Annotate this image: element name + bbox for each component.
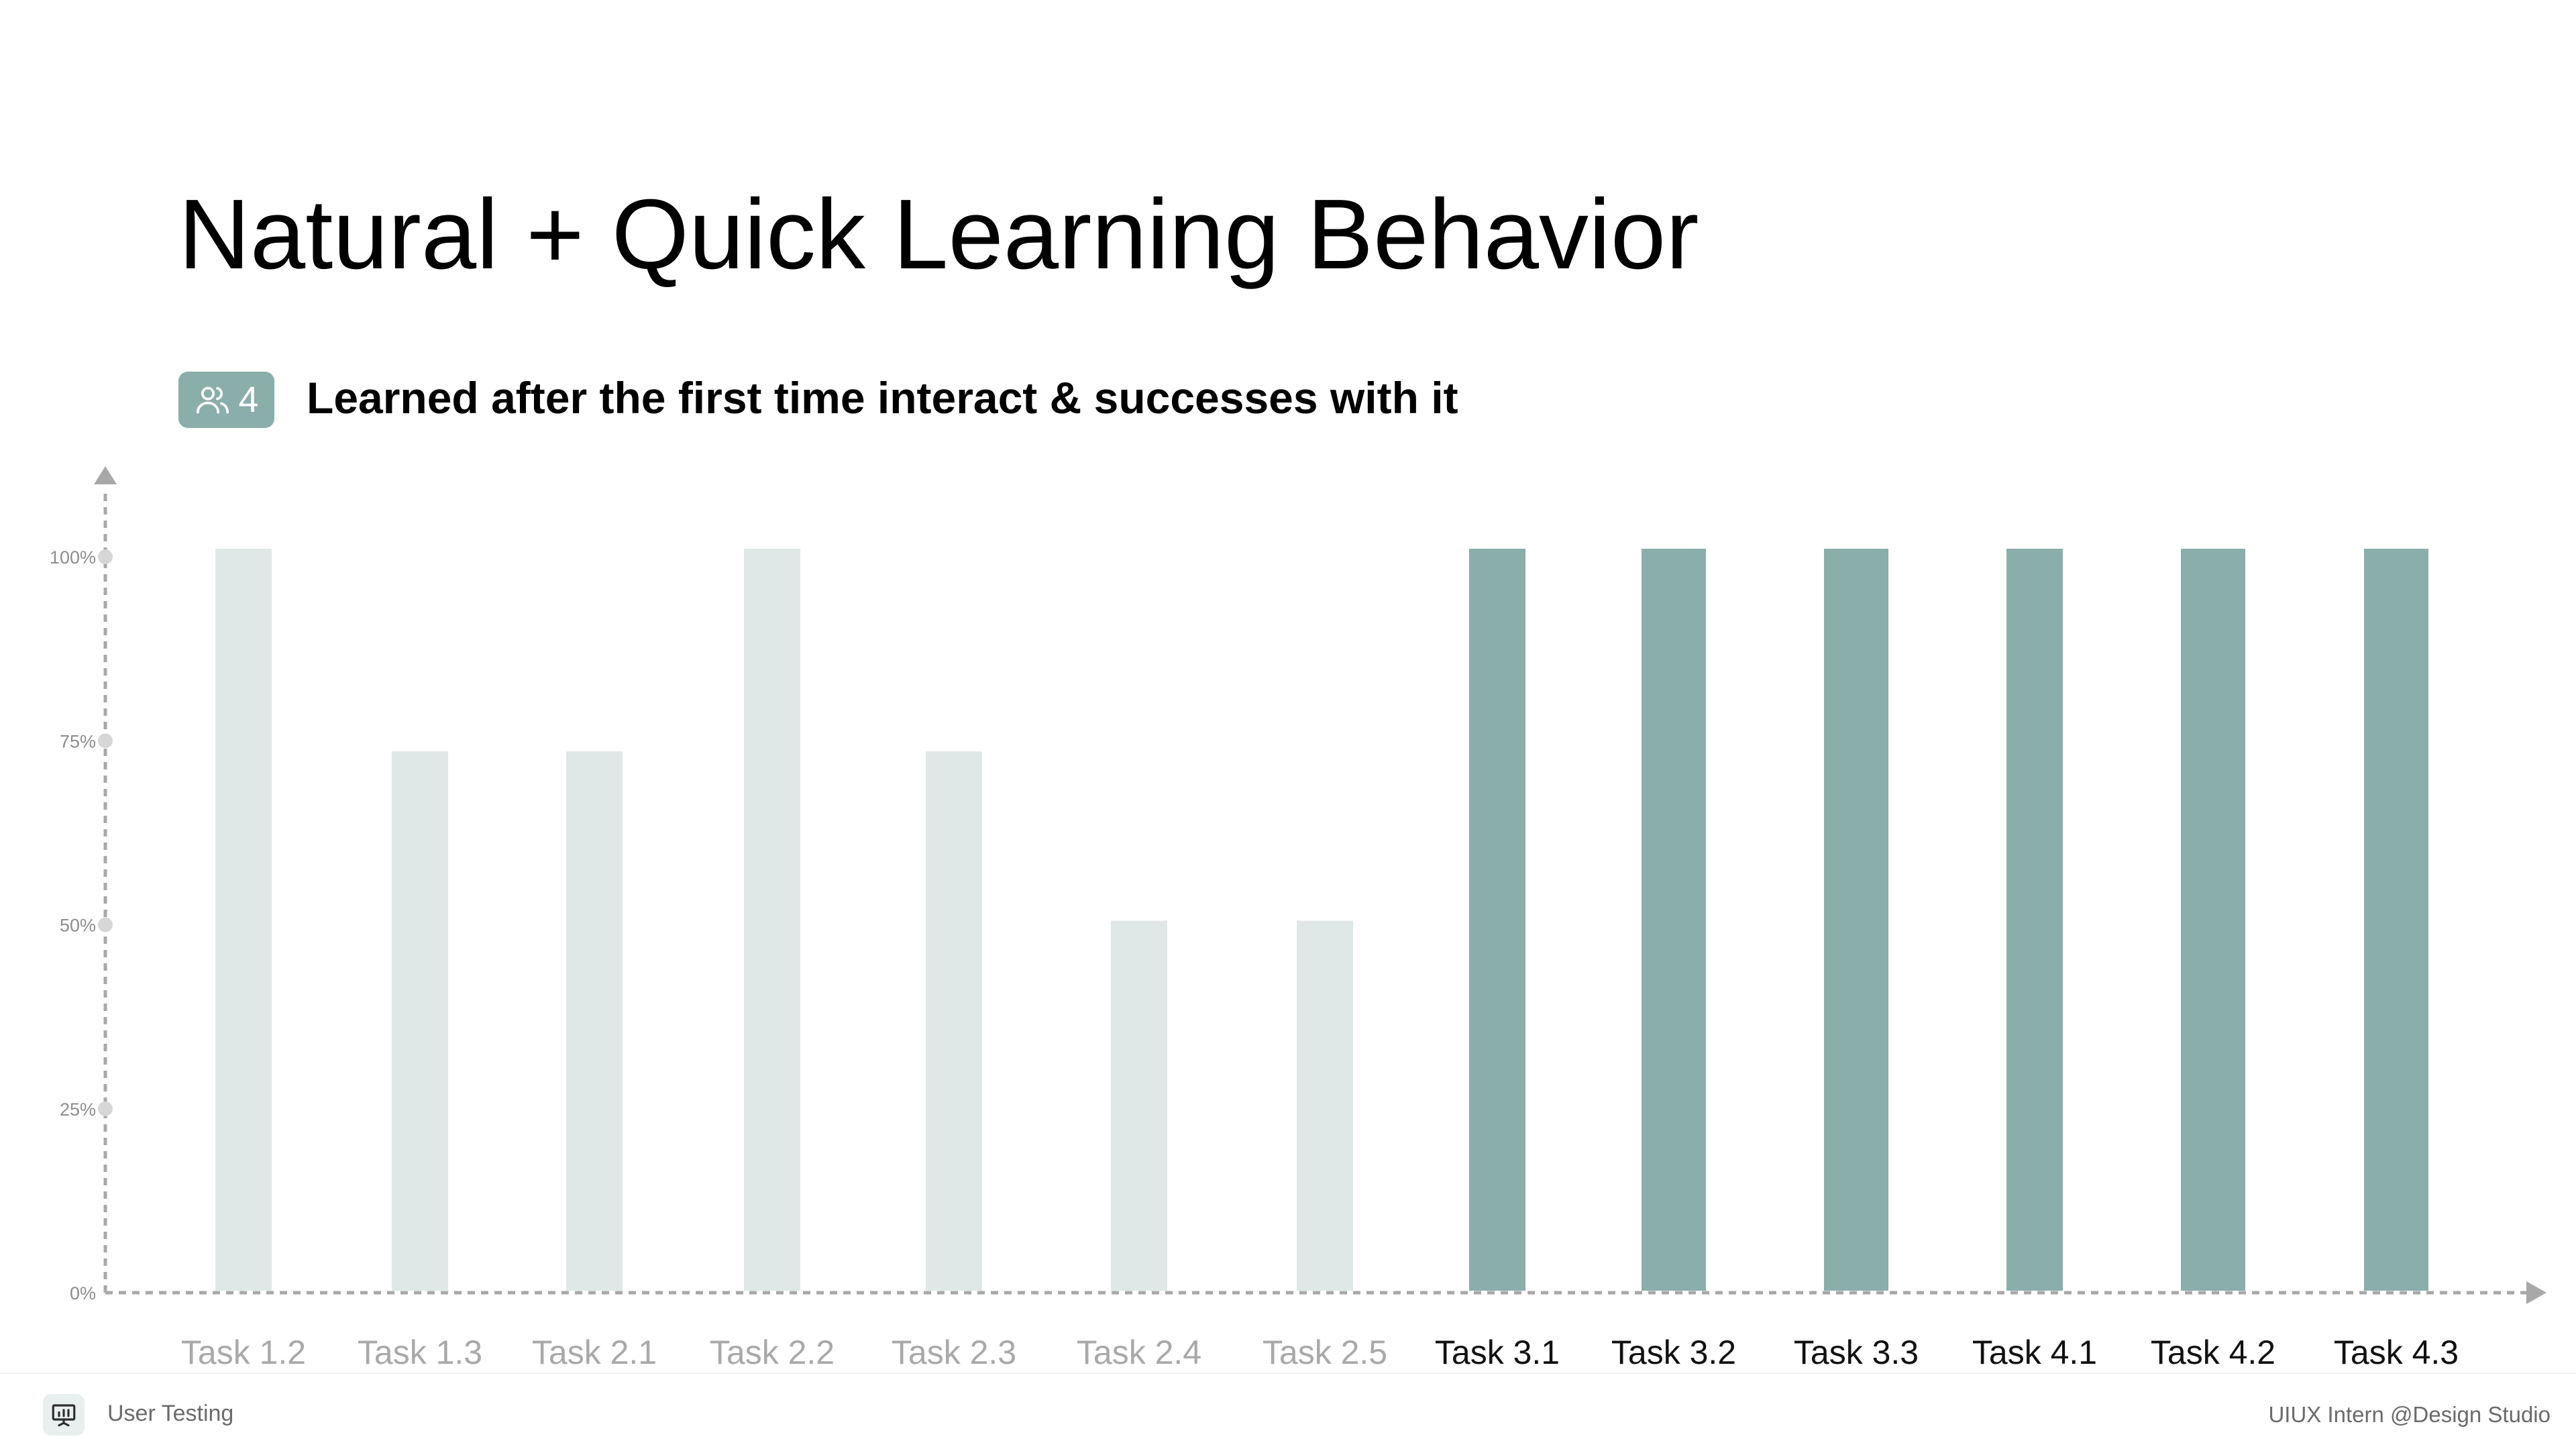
bar: [744, 549, 800, 1291]
x-tick-label: Task 4.2: [2151, 1334, 2275, 1371]
bar: [1642, 549, 1706, 1291]
bar: [2006, 549, 2063, 1291]
bar: [1297, 920, 1353, 1291]
y-axis-arrow: [94, 466, 117, 484]
y-tick-label: 25%: [60, 1099, 96, 1120]
bar: [392, 751, 448, 1291]
x-tick-label: Task 2.1: [532, 1334, 657, 1371]
x-tick-label: Task 3.2: [1611, 1334, 1736, 1371]
x-tick-label: Task 4.1: [1972, 1334, 2097, 1371]
footer-divider: [0, 1373, 2576, 1374]
y-tick-label: 0%: [70, 1283, 96, 1303]
y-tick-label: 75%: [60, 731, 96, 751]
x-tick-label: Task 3.1: [1435, 1334, 1560, 1371]
footer-credit: UIUX Intern @Design Studio: [2268, 1402, 2551, 1427]
x-tick-label: Task 2.5: [1263, 1334, 1387, 1371]
badge-count: 4: [238, 380, 259, 420]
page-title: Natural + Quick Learning Behavior: [178, 179, 1699, 290]
y-tick-marker: [98, 733, 113, 749]
footer-section-label: User Testing: [107, 1401, 234, 1426]
chart-subtitle: Learned after the first time interact & …: [307, 373, 1458, 423]
x-tick-label: Task 2.4: [1077, 1334, 1201, 1371]
y-tick-marker: [98, 549, 113, 564]
y-tick-marker: [98, 1101, 113, 1116]
x-tick-label: Task 3.3: [1794, 1334, 1919, 1371]
bar: [566, 751, 623, 1291]
bar: [1824, 549, 1888, 1291]
x-axis-arrow: [2526, 1281, 2546, 1304]
bar: [215, 549, 272, 1291]
x-tick-label: Task 1.2: [181, 1334, 306, 1371]
bar: [926, 751, 982, 1291]
participant-count-badge: 4: [178, 372, 274, 428]
presentation-chart-icon: [43, 1394, 85, 1436]
y-tick-label: 50%: [60, 916, 96, 936]
x-tick-label: Task 2.3: [892, 1334, 1016, 1371]
y-tick-label: 100%: [50, 547, 96, 568]
y-tick-marker: [98, 917, 113, 932]
x-tick-label: Task 1.3: [358, 1334, 482, 1371]
bar: [1111, 920, 1167, 1291]
x-tick-label: Task 4.3: [2334, 1334, 2459, 1371]
users-icon: [197, 386, 229, 414]
bar: [2181, 549, 2245, 1291]
x-tick-label: Task 2.2: [710, 1334, 835, 1371]
bar: [2364, 549, 2428, 1291]
bar: [1469, 549, 1525, 1291]
